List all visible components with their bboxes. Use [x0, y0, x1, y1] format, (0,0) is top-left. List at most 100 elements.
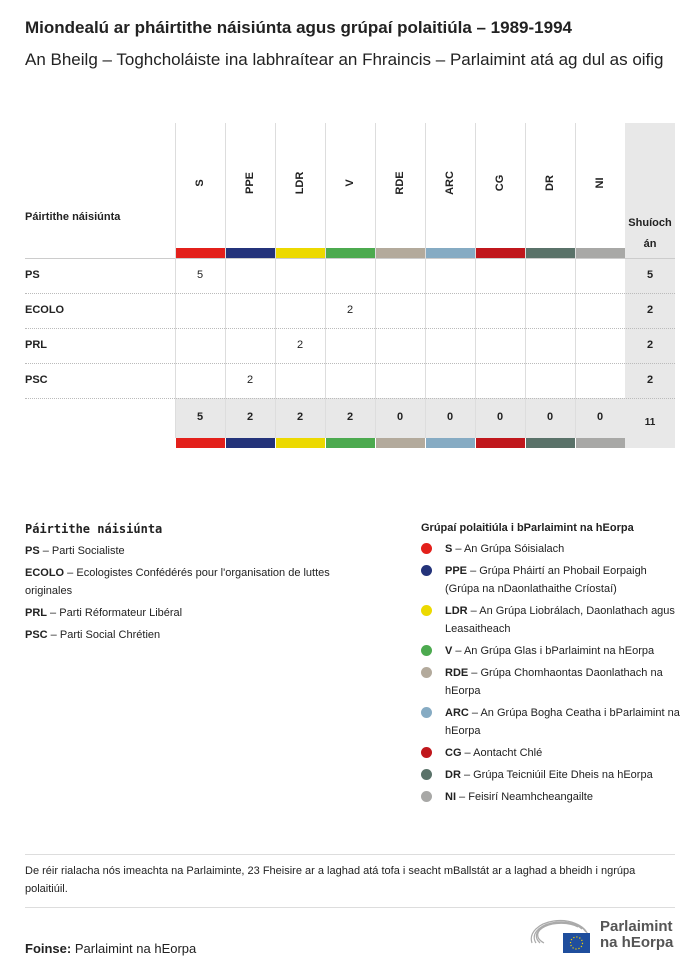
group-legend-item: RDE – Grúpa Chomhaontas Daonlathach na h… [421, 664, 681, 700]
column-total: 0 [396, 411, 404, 423]
table-cell: 2 [346, 304, 354, 316]
group-code: S [445, 543, 453, 555]
group-color-bar [426, 248, 475, 258]
hemicycle-logo-icon [530, 919, 590, 953]
group-legend-item: ARC – An Grúpa Bogha Ceatha i bParlaimin… [421, 704, 681, 740]
group-color-bar [276, 248, 325, 258]
group-legend-item: PPE – Grúpa Pháirtí an Phobail Eorpaigh … [421, 562, 681, 598]
group-color-bar [226, 438, 275, 448]
column-header-label: LDR [294, 171, 306, 195]
column-header-label: PPE [244, 171, 256, 195]
column-header-ppe: PPE [225, 128, 275, 238]
group-name: An Grúpa Bogha Ceatha i bParlaimint na h… [445, 707, 680, 737]
party-legend-title: Páirtithe náisiúnta [25, 522, 163, 536]
column-divider [425, 123, 426, 438]
row-total: 2 [646, 339, 654, 351]
group-color-dot-icon [421, 565, 432, 576]
group-color-dot-icon [421, 543, 432, 554]
group-color-bar [376, 248, 425, 258]
group-name: Aontacht Chlé [473, 747, 543, 759]
party-code: PS [25, 545, 40, 557]
group-name: An Grúpa Liobrálach, Daonlathach agus Le… [445, 605, 675, 635]
party-name: Parti Social Chrétien [59, 629, 161, 641]
row-header: Páirtithe náisiúnta [25, 211, 121, 223]
group-code: RDE [445, 667, 469, 679]
column-divider [525, 123, 526, 438]
group-color-dot-icon [421, 707, 432, 718]
party-name: Parti Socialiste [51, 545, 125, 557]
column-total: 0 [546, 411, 554, 423]
group-color-dot-icon [421, 747, 432, 758]
group-color-bar [476, 438, 525, 448]
group-legend-item: V – An Grúpa Glas i bParlaimint na hEorp… [421, 642, 681, 660]
group-name: Grúpa Chomhaontas Daonlathach na hEorpa [445, 667, 663, 697]
column-total: 0 [446, 411, 454, 423]
total-column-bg [625, 123, 675, 448]
group-legend-item: CG – Aontacht Chlé [421, 744, 681, 762]
group-legend-item: LDR – An Grúpa Liobrálach, Daonlathach a… [421, 602, 681, 638]
column-total: 0 [596, 411, 604, 423]
table-cell: 2 [246, 374, 254, 386]
group-color-bar [176, 438, 225, 448]
group-code: ARC [445, 707, 469, 719]
grand-total: 11 [644, 417, 656, 428]
column-header-label: V [344, 179, 356, 187]
column-total: 0 [496, 411, 504, 423]
group-name: An Grúpa Glas i bParlaimint na hEorpa [463, 645, 655, 657]
row-total: 2 [646, 304, 654, 316]
row-divider [25, 328, 675, 329]
group-color-bar [276, 438, 325, 448]
party-code: PRL [25, 607, 47, 619]
group-color-bar [526, 438, 575, 448]
group-legend-title: Grúpaí polaitiúla i bParlaimint na hEorp… [421, 522, 634, 534]
footnote: De réir rialacha nós imeachta na Parlaim… [25, 865, 636, 895]
party-legend-item: PSC – Parti Social Chrétien [25, 629, 161, 641]
source-label: Foinse: [25, 941, 72, 956]
chart-subtitle: An Bheilg – Toghcholáiste ina labhraítea… [25, 50, 664, 69]
group-color-bar [326, 438, 375, 448]
group-color-dot-icon [421, 791, 432, 802]
column-header-dr: DR [525, 128, 575, 238]
column-total: 2 [246, 411, 254, 423]
group-code: LDR [445, 605, 468, 617]
group-color-dot-icon [421, 645, 432, 656]
row-divider [25, 293, 675, 294]
party-legend: Páirtithe náisiúnta PS – Parti Socialist… [25, 522, 375, 648]
group-legend: Grúpaí polaitiúla i bParlaimint na hEorp… [421, 522, 681, 810]
row-party-label: PRL [25, 339, 47, 351]
column-header-ldr: LDR [275, 128, 325, 238]
column-total: 5 [196, 411, 204, 423]
total-row-bg [175, 398, 625, 438]
group-color-bar [376, 438, 425, 448]
column-divider [275, 123, 276, 438]
party-code: ECOLO [25, 567, 65, 579]
column-divider [375, 123, 376, 438]
group-color-bar [576, 438, 625, 448]
group-code: DR [445, 769, 461, 781]
group-color-bar [176, 248, 225, 258]
group-color-dot-icon [421, 667, 432, 678]
party-code: PSC [25, 629, 48, 641]
group-code: CG [445, 747, 462, 759]
group-color-bar [226, 248, 275, 258]
row-party-label: PS [25, 269, 40, 281]
column-header-arc: ARC [425, 128, 475, 238]
party-legend-item: ECOLO – Ecologistes Confédérés pour l'or… [25, 567, 330, 597]
row-divider [25, 363, 675, 364]
source-text: Parlaimint na hEorpa [74, 941, 197, 956]
column-divider [225, 123, 226, 438]
chart-title: Miondealú ar pháirtithe náisiúnta agus g… [25, 18, 572, 37]
column-divider [575, 123, 576, 438]
table-cell: 5 [196, 269, 204, 281]
group-legend-item: DR – Grúpa Teicniúil Eite Dheis na hEorp… [421, 766, 681, 784]
group-code: V [445, 645, 453, 657]
party-name: Parti Réformateur Libéral [59, 607, 183, 619]
group-color-bar [476, 248, 525, 258]
group-color-bar [326, 248, 375, 258]
group-color-bar [526, 248, 575, 258]
row-party-label: PSC [25, 374, 48, 386]
group-name: An Grúpa Sóisialach [463, 543, 565, 555]
row-divider [25, 398, 675, 399]
source: Foinse: Parlaimint na hEorpa [25, 941, 196, 956]
column-header-label: ARC [444, 171, 456, 195]
